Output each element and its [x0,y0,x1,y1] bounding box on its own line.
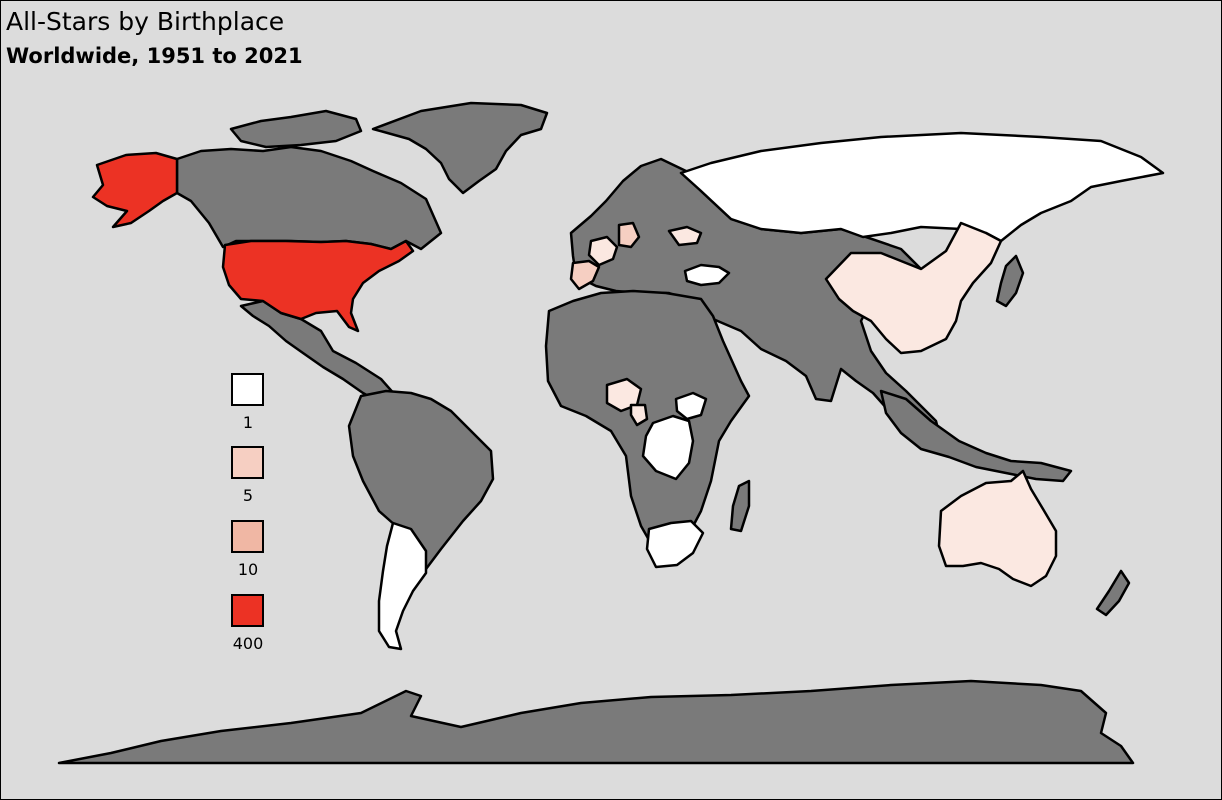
region-arctic-islands [229,109,363,149]
region-france [587,235,619,267]
region-southeast-asia-islands [879,389,1073,483]
legend-label: 1 [242,413,254,432]
legend-item: 1 [231,373,265,433]
region-greenland [371,101,549,195]
region-antarctica [57,679,1135,765]
region-australia [937,469,1058,588]
region-south-america-north [347,389,495,571]
region-argentina [377,521,428,651]
legend-label: 10 [237,560,259,579]
map-title: All-Stars by Birthplace [6,7,285,36]
region-canada [175,145,443,251]
region-china [824,221,1003,355]
region-japan [995,254,1025,308]
legend-swatch [231,373,264,406]
region-ukraine [667,225,703,247]
region-ethiopia [674,391,708,421]
legend-swatch [231,594,264,627]
region-alaska [91,151,179,229]
region-spain [569,259,601,291]
legend-item: 5 [231,446,265,506]
map-subtitle: Worldwide, 1951 to 2021 [6,44,303,68]
legend-label: 5 [242,486,254,505]
region-madagascar [729,479,751,533]
region-dr-congo [641,414,695,481]
legend-label: 400 [232,634,264,653]
region-turkey [683,263,731,287]
region-russia [679,131,1165,243]
region-germany [617,221,641,249]
legend-swatch [231,520,264,553]
region-south-africa [645,519,705,569]
legend-item: 10 [231,520,265,580]
legend-item: 400 [231,594,265,654]
region-usa [221,239,415,333]
region-cameroon [629,403,649,427]
region-new-zealand [1095,569,1131,617]
legend-swatch [231,446,264,479]
region-africa-north [544,289,751,563]
